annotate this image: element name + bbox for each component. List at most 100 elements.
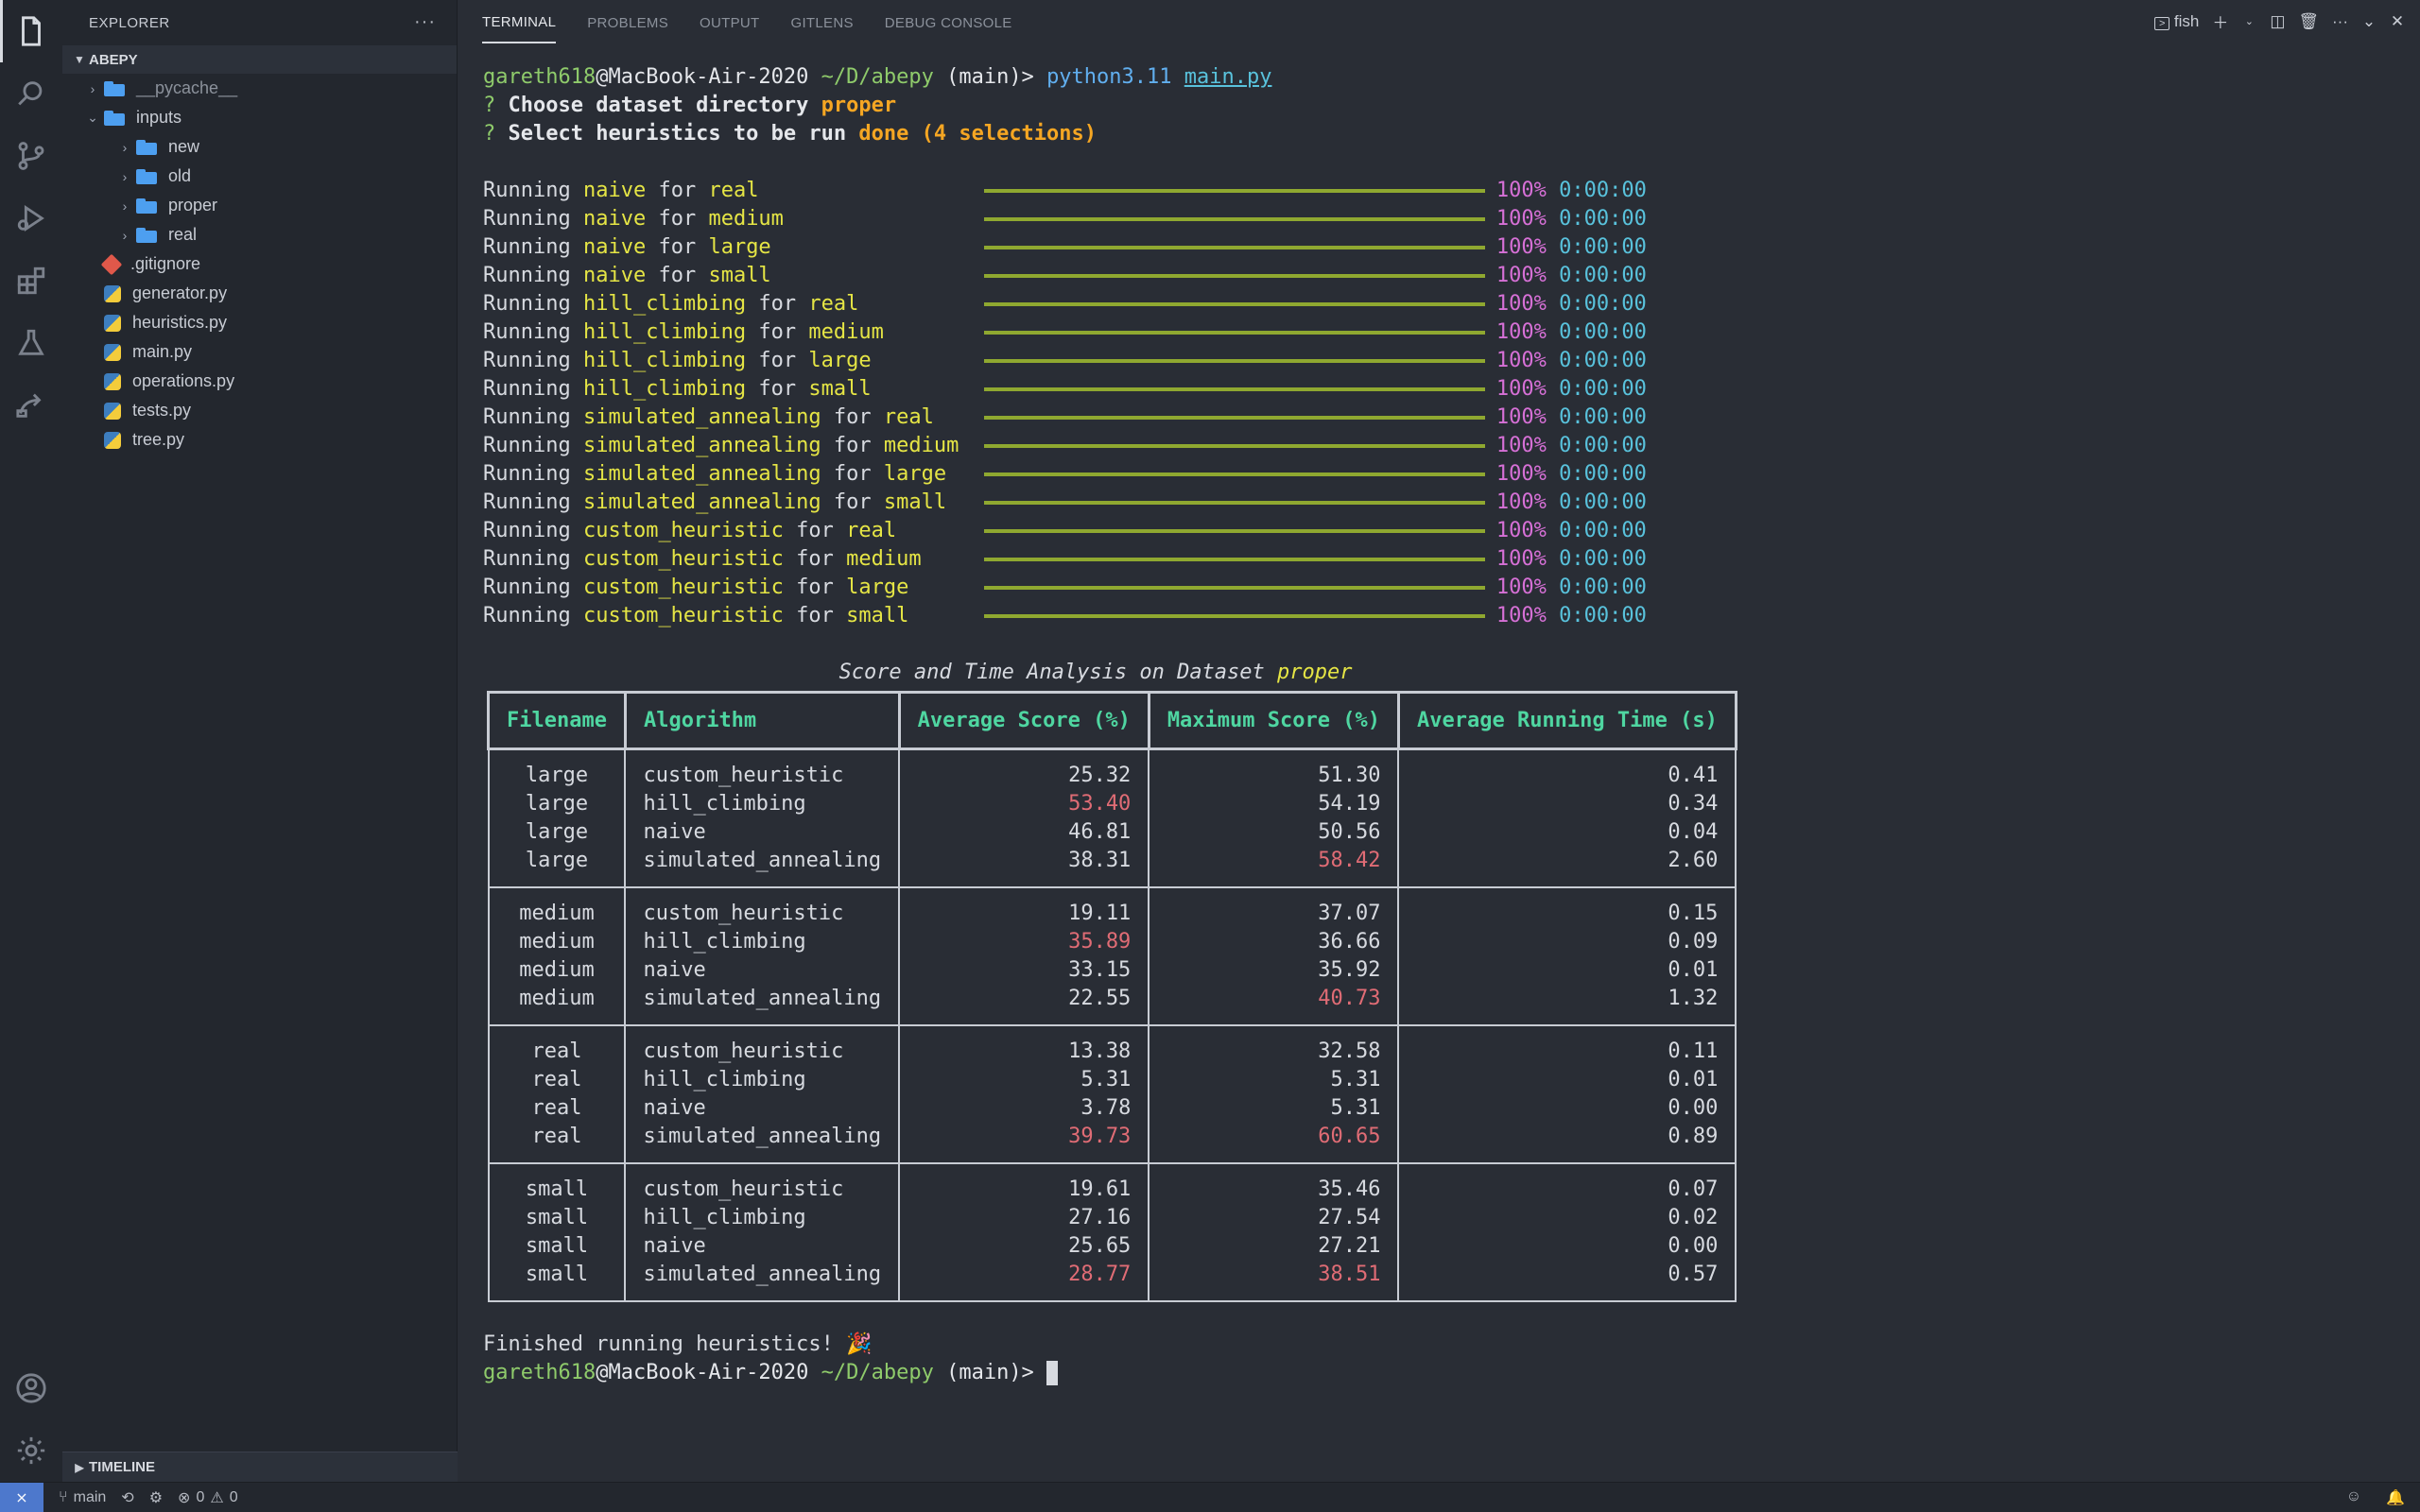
folder-icon bbox=[104, 80, 125, 96]
table-row: small hill_climbing 27.16 27.54 0.02 bbox=[487, 1204, 1737, 1232]
account-icon[interactable] bbox=[0, 1357, 62, 1419]
tree-item[interactable]: › real bbox=[62, 220, 457, 249]
avg-time-cell: 0.57 bbox=[1397, 1261, 1737, 1301]
avg-time-cell: 0.11 bbox=[1397, 1025, 1737, 1066]
feedback-icon[interactable]: ☺ bbox=[2345, 1487, 2362, 1504]
sync-icon[interactable]: ⟲ bbox=[121, 1489, 134, 1506]
extensions-icon[interactable] bbox=[0, 249, 62, 312]
column-header: Maximum Score (%) bbox=[1147, 691, 1400, 750]
progress-lines: Running naive for real 100% 0:00:00 Runni… bbox=[483, 177, 1737, 630]
elapsed-time: 0:00:00 bbox=[1559, 434, 1647, 457]
elapsed-time: 0:00:00 bbox=[1559, 320, 1647, 344]
column-header: Algorithm bbox=[623, 691, 901, 750]
tab-problems[interactable]: PROBLEMS bbox=[587, 14, 669, 31]
tree-item[interactable]: › old bbox=[62, 162, 457, 191]
tree-item[interactable]: › proper bbox=[62, 191, 457, 220]
algorithm-name: hill_climbing bbox=[582, 349, 747, 372]
algorithm-name: simulated_annealing bbox=[582, 405, 821, 429]
git-graph-icon[interactable]: ⚙ bbox=[148, 1489, 164, 1506]
tree-item-label: old bbox=[168, 166, 192, 185]
shell-name: fish bbox=[2173, 11, 2200, 30]
branch-status[interactable]: ⑂ main bbox=[59, 1489, 106, 1506]
avg-time-cell: 0.89 bbox=[1397, 1123, 1737, 1163]
collapse-panel-icon[interactable]: ⌄ bbox=[2361, 11, 2377, 30]
folder-icon bbox=[136, 198, 157, 214]
warning-icon: ⚠ bbox=[210, 1489, 224, 1506]
remote-indicator-icon[interactable]: ⨯ bbox=[0, 1482, 43, 1512]
tab-debug-console[interactable]: DEBUG CONSOLE bbox=[884, 14, 1012, 31]
running-word: Running bbox=[483, 207, 571, 231]
for-word: for bbox=[758, 320, 797, 344]
timeline-section-header[interactable]: ▶ TIMELINE bbox=[62, 1452, 458, 1482]
dataset-name: large bbox=[846, 576, 909, 599]
tab-output[interactable]: OUTPUT bbox=[700, 14, 760, 31]
algorithm-cell: hill_climbing bbox=[624, 1204, 901, 1232]
python-file-icon bbox=[104, 343, 121, 361]
more-actions-icon[interactable]: ··· bbox=[414, 11, 436, 32]
tab-gitlens[interactable]: GITLENS bbox=[790, 14, 854, 31]
remote-explorer-icon[interactable] bbox=[0, 374, 62, 437]
running-word: Running bbox=[483, 264, 571, 287]
new-terminal-icon[interactable]: ＋ bbox=[2212, 14, 2229, 32]
table-row: large naive 46.81 50.56 0.04 bbox=[487, 818, 1737, 847]
algorithm-cell: hill_climbing bbox=[624, 790, 901, 818]
terminal-shell-selector[interactable]: > fish bbox=[2154, 12, 2199, 31]
testing-icon[interactable] bbox=[0, 312, 62, 374]
elapsed-time: 0:00:00 bbox=[1559, 490, 1647, 514]
algorithm-name: naive bbox=[582, 207, 647, 231]
trash-icon[interactable]: 🗑 bbox=[2298, 11, 2320, 30]
tree-item[interactable]: › __pycache__ bbox=[62, 74, 457, 103]
tree-item[interactable]: .gitignore bbox=[62, 249, 457, 279]
tab-terminal[interactable]: TERMINAL bbox=[482, 3, 557, 43]
results-table: Filename Algorithm Average Score (%) Maximu… bbox=[487, 691, 1737, 1302]
running-word: Running bbox=[483, 292, 571, 316]
prompt-host: @MacBook-Air-2020 bbox=[596, 65, 809, 89]
avg-score-cell: 5.31 bbox=[898, 1066, 1150, 1094]
search-icon[interactable] bbox=[0, 62, 62, 125]
files-icon[interactable] bbox=[0, 0, 62, 62]
tree-item[interactable]: generator.py bbox=[62, 279, 457, 308]
progress-bar bbox=[983, 472, 1485, 476]
progress-percent: 100% bbox=[1495, 292, 1547, 316]
tree-item[interactable]: operations.py bbox=[62, 367, 457, 396]
tree-item-label: real bbox=[168, 225, 198, 244]
problems-status[interactable]: ⊗ 0 ⚠ 0 bbox=[178, 1488, 238, 1507]
command-arg[interactable]: main.py bbox=[1184, 65, 1272, 89]
for-word: for bbox=[758, 292, 797, 316]
tree-item-label: __pycache__ bbox=[136, 78, 238, 97]
more-actions-icon[interactable]: ··· bbox=[2332, 11, 2348, 30]
settings-gear-icon[interactable] bbox=[0, 1419, 62, 1482]
filename-cell: small bbox=[487, 1232, 627, 1261]
tree-item[interactable]: tests.py bbox=[62, 396, 457, 425]
table-row: large simulated_annealing 38.31 58.42 2.60 bbox=[487, 847, 1737, 887]
running-word: Running bbox=[483, 434, 571, 457]
tree-item[interactable]: ⌄ inputs bbox=[62, 103, 457, 132]
run-debug-icon[interactable] bbox=[0, 187, 62, 249]
algorithm-cell: custom_heuristic bbox=[624, 1025, 901, 1066]
tree-item[interactable]: tree.py bbox=[62, 425, 457, 455]
notifications-bell-icon[interactable]: 🔔 bbox=[2386, 1489, 2405, 1506]
avg-time-cell: 0.34 bbox=[1397, 790, 1737, 818]
filename-cell: large bbox=[487, 847, 627, 887]
algorithm-name: hill_climbing bbox=[582, 292, 747, 316]
tree-item[interactable]: › new bbox=[62, 132, 457, 162]
close-icon[interactable]: ✕ bbox=[2390, 11, 2405, 30]
tree-item[interactable]: main.py bbox=[62, 337, 457, 367]
dataset-name: medium bbox=[708, 207, 784, 231]
table-row: real hill_climbing 5.31 5.31 0.01 bbox=[487, 1066, 1737, 1094]
chevron-right-icon: › bbox=[122, 139, 128, 155]
table-title-text: Score and Time Analysis on Dataset bbox=[838, 661, 1278, 684]
filename-cell: large bbox=[487, 790, 627, 818]
source-control-icon[interactable] bbox=[0, 125, 62, 187]
avg-score-cell: 27.16 bbox=[898, 1204, 1150, 1232]
project-section-header[interactable]: ▼ ABEPY bbox=[62, 45, 457, 74]
tree-item[interactable]: heuristics.py bbox=[62, 308, 457, 337]
for-word: for bbox=[658, 207, 697, 231]
chevron-down-icon[interactable]: ⌄ bbox=[2244, 16, 2254, 27]
table-row: medium naive 33.15 35.92 0.01 bbox=[487, 956, 1737, 985]
split-terminal-icon[interactable]: ◫ bbox=[2270, 11, 2286, 30]
table-row: small naive 25.65 27.21 0.00 bbox=[487, 1232, 1737, 1261]
terminal-output[interactable]: gareth618@MacBook-Air-2020 ~/D/abepy (ma… bbox=[483, 63, 1737, 1387]
progress-percent: 100% bbox=[1495, 207, 1547, 231]
algorithm-cell: naive bbox=[624, 818, 901, 847]
